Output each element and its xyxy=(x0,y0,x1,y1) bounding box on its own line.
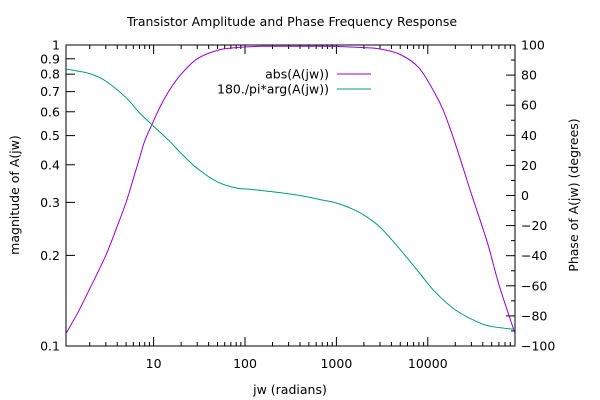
y-tick-label: 0.8 xyxy=(40,67,60,82)
y-axis-title: magnitude of A(jw) xyxy=(7,135,22,255)
y-tick-label: 0.5 xyxy=(40,128,60,143)
y2-tick-label: −20 xyxy=(521,218,547,233)
y-tick-label: 0.4 xyxy=(40,157,60,172)
y-tick-label: 1 xyxy=(52,38,60,53)
y2-axis-title: Phase of A(jw) (degrees) xyxy=(566,118,581,271)
y2-tick-label: 60 xyxy=(521,98,537,113)
y2-tick-label: −40 xyxy=(521,248,547,263)
x-axis-title: jw (radians) xyxy=(252,382,327,397)
y2-tick-label: −100 xyxy=(521,339,555,354)
y-tick-label: 0.1 xyxy=(40,339,60,354)
legend-label: 180./pi*arg(A(jw)) xyxy=(217,82,329,97)
y-tick-label: 0.6 xyxy=(40,104,60,119)
y-tick-label: 0.3 xyxy=(40,195,60,210)
y2-tick-label: 40 xyxy=(521,128,537,143)
y2-tick-label: 0 xyxy=(521,188,529,203)
legend-label: abs(A(jw)) xyxy=(265,67,329,82)
y2-tick-label: 80 xyxy=(521,68,537,83)
y2-tick-label: −80 xyxy=(521,308,547,323)
series-line-1 xyxy=(66,45,515,334)
x-tick-label: 100 xyxy=(233,356,257,371)
x-tick-label: 1000 xyxy=(320,356,352,371)
series-line-2 xyxy=(66,68,515,330)
y-tick-label: 0.2 xyxy=(40,248,60,263)
y-tick-label: 0.7 xyxy=(40,84,60,99)
x-tick-label: 10000 xyxy=(408,356,448,371)
chart-title: Transistor Amplitude and Phase Frequency… xyxy=(126,14,457,29)
y2-tick-label: −60 xyxy=(521,278,547,293)
y2-tick-label: 20 xyxy=(521,158,537,173)
chart-marks: 10 100 1000 100000.10.20.30.40.50.60.70.80.… xyxy=(40,38,555,372)
y-tick-label: 0.9 xyxy=(40,51,60,66)
x-tick-label: 10 xyxy=(146,356,162,371)
y2-tick-label: 100 xyxy=(521,38,545,53)
